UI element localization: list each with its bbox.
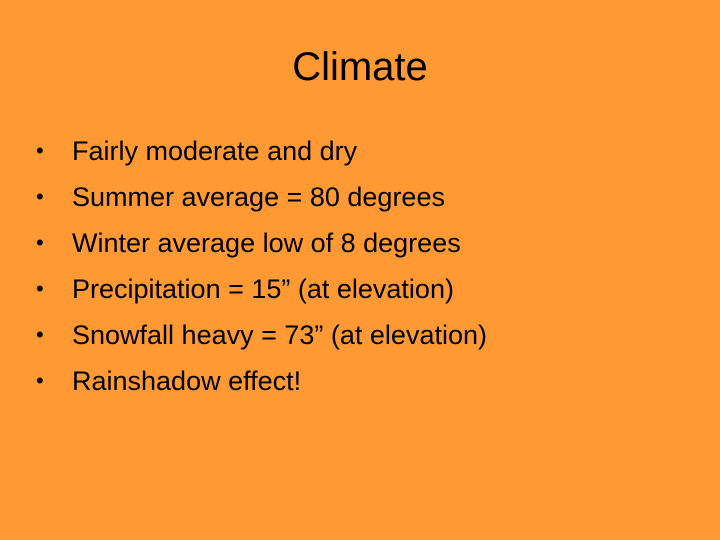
- bullet-icon: •: [36, 184, 44, 209]
- bullet-icon: •: [36, 276, 44, 301]
- bullet-icon: •: [36, 322, 44, 347]
- bullet-icon: •: [36, 368, 44, 393]
- bullet-text: Precipitation = 15” (at elevation): [72, 274, 454, 304]
- bullet-icon: •: [36, 230, 44, 255]
- bullet-text: Winter average low of 8 degrees: [72, 228, 461, 258]
- bullet-text: Snowfall heavy = 73” (at elevation): [72, 320, 487, 350]
- bullet-icon: •: [36, 138, 44, 163]
- bullet-text: Fairly moderate and dry: [72, 136, 358, 166]
- bullet-text: Rainshadow effect!: [72, 366, 302, 396]
- bullet-text: Summer average = 80 degrees: [72, 182, 445, 212]
- slide-title: Climate: [292, 45, 428, 89]
